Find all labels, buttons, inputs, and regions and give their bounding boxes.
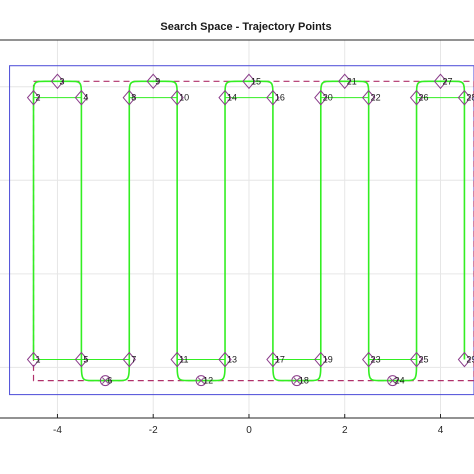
point-label: 4 <box>83 93 88 103</box>
point-marker <box>457 89 472 106</box>
point-marker <box>218 351 232 368</box>
trajectory-path <box>32 80 466 382</box>
point-label: 17 <box>275 355 285 365</box>
point-labels: 1234567891011121314151617181920212223242… <box>36 76 474 385</box>
search-space-boundary <box>9 65 474 396</box>
point-label: 2 <box>36 93 41 103</box>
x-tick-label: 0 <box>246 425 252 436</box>
boundaries <box>9 65 474 396</box>
point-label: 11 <box>179 355 188 365</box>
point-label: 9 <box>155 76 160 86</box>
point-label: 16 <box>275 93 285 103</box>
point-label: 28 <box>466 93 474 103</box>
point-marker <box>291 375 303 387</box>
point-marker <box>218 89 232 106</box>
point-label: 6 <box>107 376 112 386</box>
point-marker-cross <box>102 377 109 384</box>
point-marker-cross <box>293 377 301 384</box>
x-tick-label: 2 <box>342 425 348 436</box>
point-marker <box>170 89 184 106</box>
point-label: 20 <box>323 93 333 103</box>
point-marker <box>433 73 448 90</box>
point-marker <box>409 351 424 368</box>
trajectory-markers <box>26 73 472 387</box>
point-marker <box>99 375 111 387</box>
x-axis-ticks: -4 -2 0 2 4 <box>53 414 444 436</box>
chart-title: Search Space - Trajectory Points <box>160 21 331 33</box>
point-marker <box>242 73 256 90</box>
point-label: 13 <box>227 355 237 365</box>
point-marker <box>266 89 280 106</box>
point-label: 7 <box>131 355 136 365</box>
point-marker-cross <box>389 377 396 384</box>
point-marker <box>50 73 65 90</box>
point-marker <box>26 351 41 368</box>
grid-lines <box>0 40 474 418</box>
point-label: 25 <box>419 355 429 365</box>
point-label: 3 <box>59 76 64 86</box>
point-label: 1 <box>36 355 41 365</box>
point-label: 23 <box>371 355 381 365</box>
point-label: 15 <box>251 76 261 86</box>
axes-box <box>0 39 474 419</box>
point-marker <box>362 351 376 368</box>
point-marker <box>338 73 352 90</box>
point-marker <box>74 89 89 106</box>
point-label: 8 <box>131 93 136 103</box>
x-tick-label: -2 <box>149 425 158 436</box>
point-marker <box>122 351 136 368</box>
x-tick-label: -4 <box>53 425 62 436</box>
point-marker <box>314 89 328 106</box>
point-label: 26 <box>419 93 429 103</box>
point-marker <box>266 351 280 368</box>
point-label: 18 <box>299 376 309 386</box>
point-label: 24 <box>395 376 405 386</box>
point-label: 10 <box>179 93 189 103</box>
point-marker <box>387 375 399 387</box>
x-tick-label: 4 <box>438 425 444 436</box>
point-marker <box>170 351 184 368</box>
point-label: 14 <box>227 93 237 103</box>
point-marker <box>409 89 424 106</box>
point-marker <box>74 351 89 368</box>
point-label: 12 <box>203 376 213 386</box>
point-label: 22 <box>371 93 381 103</box>
trajectory-line <box>32 80 466 382</box>
point-label: 21 <box>347 76 357 86</box>
point-marker <box>146 73 160 90</box>
point-marker <box>314 351 328 368</box>
point-marker <box>457 351 472 368</box>
point-marker <box>122 89 136 106</box>
point-label: 27 <box>442 76 452 86</box>
offset-boundary <box>32 80 474 382</box>
point-label: 5 <box>83 355 88 365</box>
point-marker-cross <box>197 377 205 384</box>
point-label: 29 <box>466 355 474 365</box>
point-marker <box>26 89 41 106</box>
point-marker <box>195 375 207 387</box>
point-marker <box>362 89 376 106</box>
point-label: 19 <box>323 355 333 365</box>
